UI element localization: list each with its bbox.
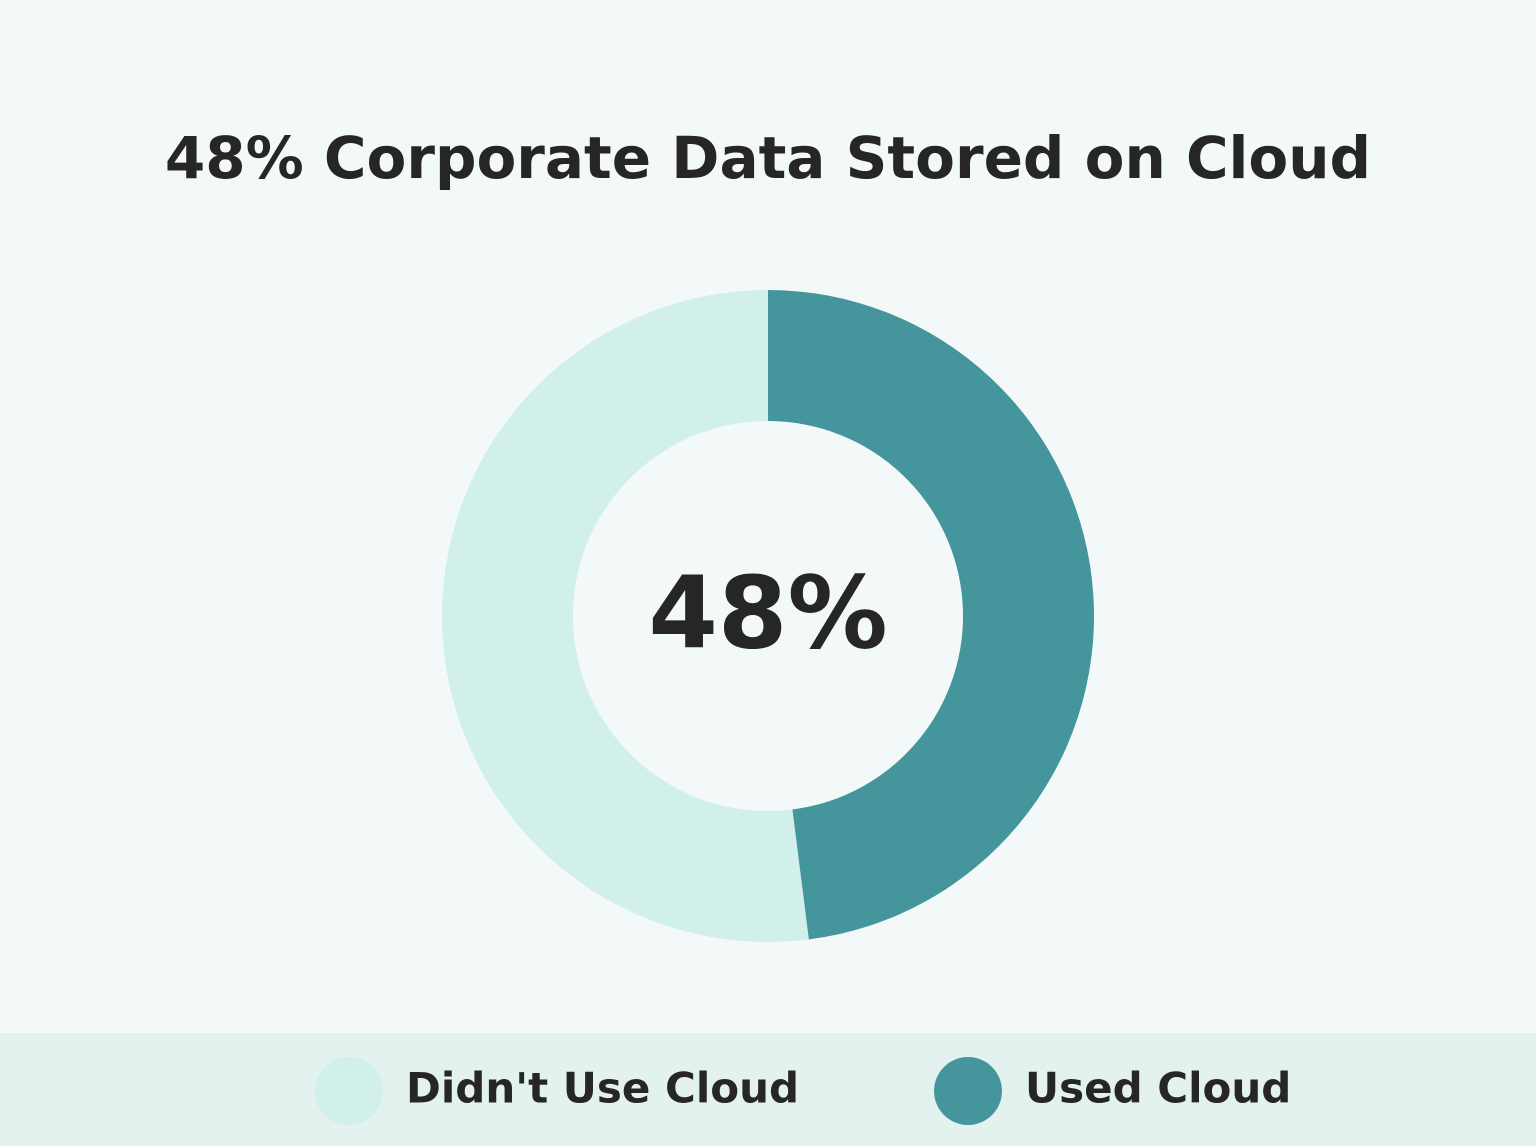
center-label: 48% [648, 554, 887, 671]
donut-segment [768, 290, 1095, 940]
donut-segment [442, 290, 809, 942]
legend-band [0, 1033, 1536, 1146]
legend-swatch [934, 1057, 1002, 1125]
chart-title: 48% Corporate Data Stored on Cloud [165, 124, 1371, 192]
legend-swatch [315, 1057, 383, 1125]
legend-label: Didn't Use Cloud [406, 1064, 799, 1113]
legend-label: Used Cloud [1025, 1064, 1291, 1113]
